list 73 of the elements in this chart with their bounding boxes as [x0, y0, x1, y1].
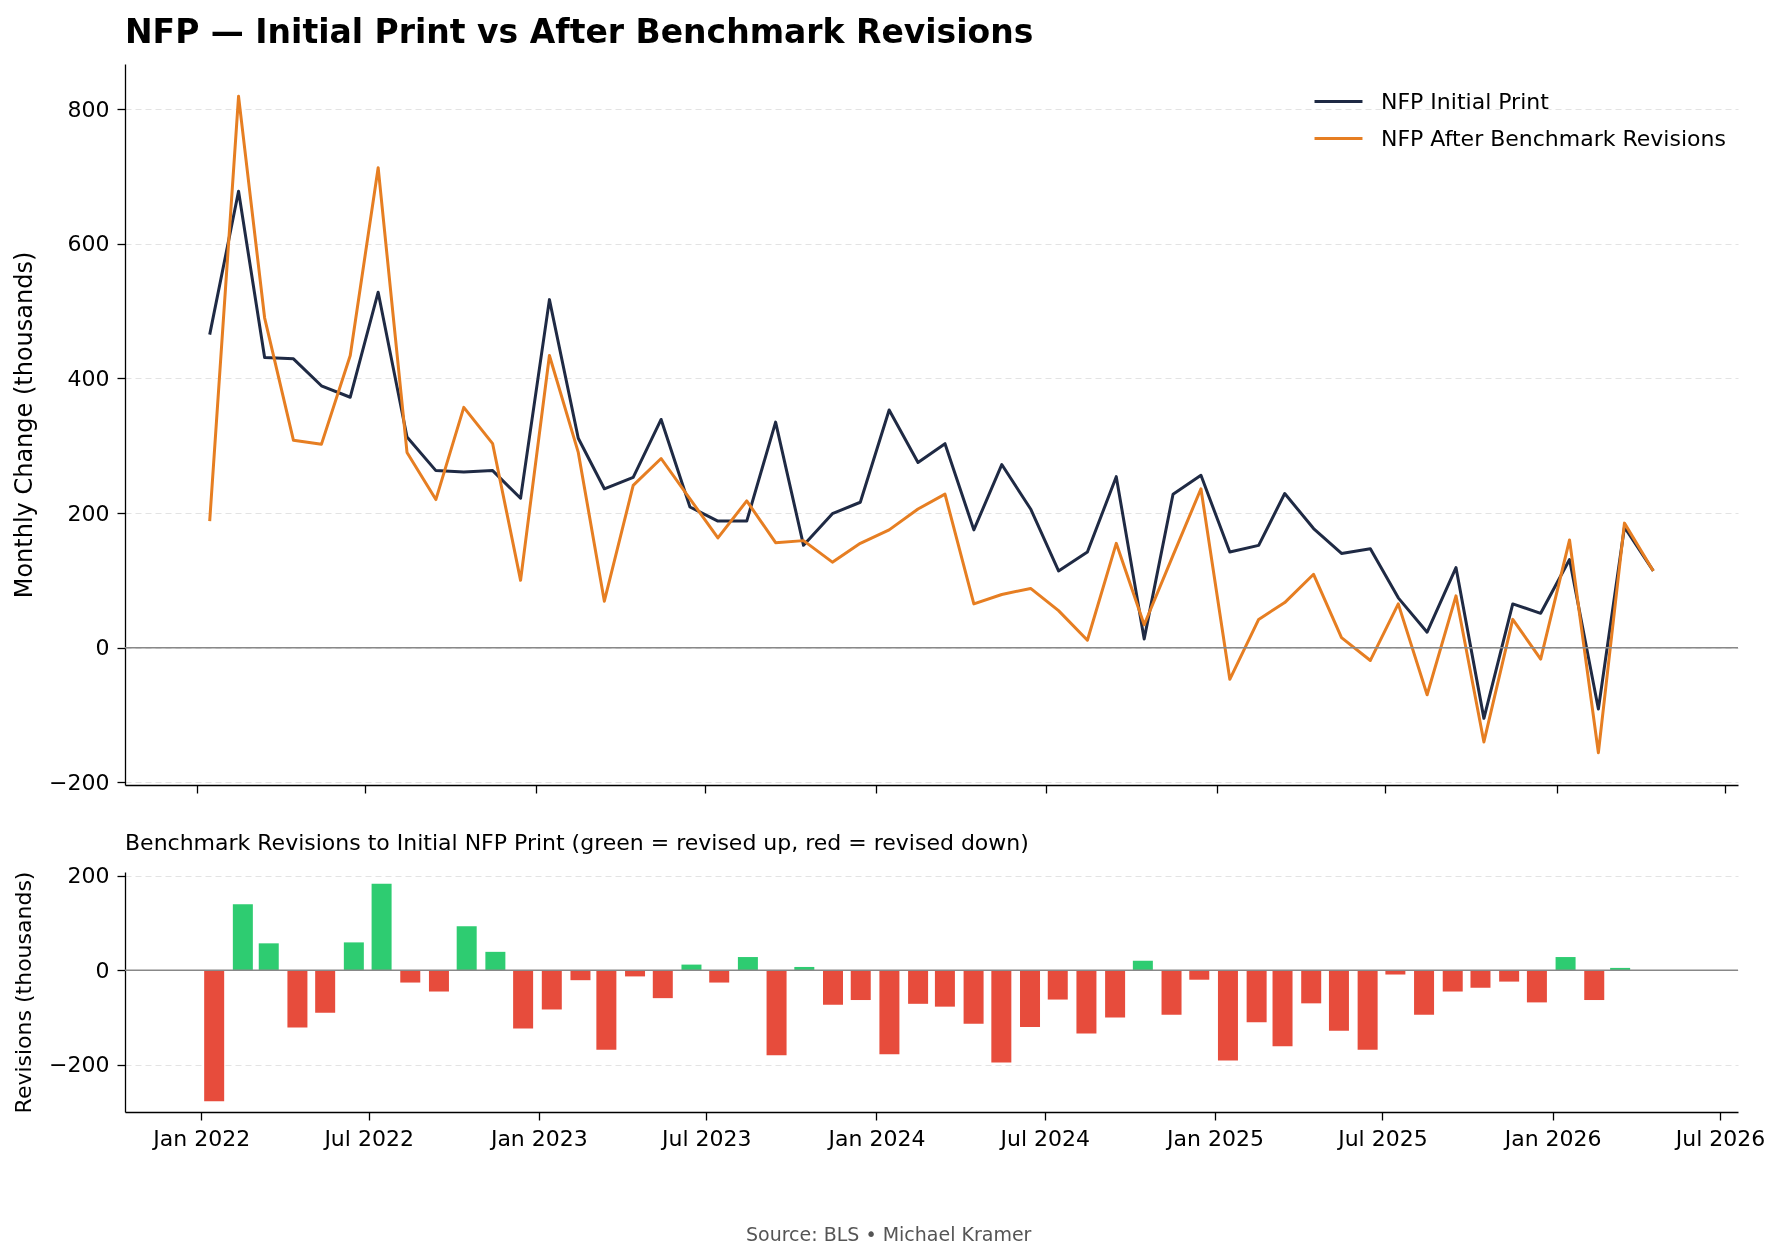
bar: [1470, 970, 1491, 988]
bar: [287, 970, 308, 1028]
y-tick-label: 600: [67, 231, 110, 257]
bar: [1105, 970, 1126, 1018]
bar: [1020, 970, 1041, 1027]
bar: [343, 942, 364, 971]
bar: [737, 957, 758, 971]
bar: [1357, 970, 1378, 1050]
bar: [1414, 970, 1435, 1015]
y-tick-label: 0: [95, 957, 110, 983]
x-tick-label: Jul 2025: [1336, 1125, 1428, 1151]
chart-title: NFP — Initial Print vs After Benchmark Revisions: [125, 12, 1034, 51]
bar: [570, 970, 591, 981]
y-tick-label: 200: [67, 863, 110, 889]
bar: [1555, 957, 1576, 971]
bar: [315, 970, 336, 1013]
bar: [934, 970, 955, 1007]
y-tick-label: −200: [49, 769, 110, 795]
x-tick-label: Jul 2022: [322, 1125, 414, 1151]
legend-label: NFP Initial Print: [1381, 88, 1550, 114]
bar: [1499, 970, 1520, 982]
bar: [1189, 970, 1210, 980]
bar: [456, 926, 477, 971]
y-tick-label: 400: [67, 365, 110, 391]
bar: [371, 883, 392, 971]
x-tick-label: Jul 2023: [660, 1125, 752, 1151]
bar: [1246, 970, 1267, 1023]
bar: [258, 943, 279, 971]
x-tick-label: Jan 2025: [1165, 1125, 1264, 1151]
y-tick-label: 0: [95, 635, 110, 661]
bar: [822, 970, 843, 1005]
bar: [709, 970, 730, 983]
bar: [850, 970, 871, 1001]
legend-label: NFP After Benchmark Revisions: [1381, 125, 1726, 151]
x-tick-label: Jul 2024: [998, 1125, 1091, 1151]
y-tick-label: −200: [49, 1052, 110, 1078]
bar: [1301, 970, 1322, 1004]
bar: [1047, 970, 1068, 1000]
bar: [596, 970, 617, 1050]
bar: [485, 951, 506, 971]
y-tick-label: 200: [67, 500, 110, 526]
bar: [400, 970, 421, 983]
x-tick-label: Jan 2022: [151, 1125, 251, 1151]
bar: [541, 970, 562, 1010]
bar: [1217, 970, 1238, 1061]
bar: [794, 966, 815, 971]
bar: [963, 970, 984, 1024]
bar: [232, 904, 253, 971]
bar: [1076, 970, 1097, 1034]
bar: [879, 970, 900, 1055]
bar: [652, 970, 673, 999]
x-tick-label: Jul 2026: [1673, 1125, 1766, 1151]
chart-title: Benchmark Revisions to Initial NFP Print (green = revised up, red = revised down): [125, 829, 1029, 855]
y-axis-title: Monthly Change (thousands): [10, 251, 39, 599]
bar: [1161, 970, 1182, 1015]
bar: [908, 970, 929, 1004]
bar: [1132, 960, 1153, 971]
bar: [766, 970, 787, 1056]
bar: [428, 970, 449, 992]
bar: [513, 970, 534, 1029]
bar: [204, 970, 225, 1102]
bar: [1442, 970, 1463, 992]
x-tick-label: Jan 2026: [1502, 1125, 1602, 1151]
y-tick-label: 800: [67, 96, 110, 122]
source-note: Source: BLS • Michael Kramer: [745, 1223, 1032, 1245]
bar: [991, 970, 1012, 1063]
x-tick-label: Jan 2024: [826, 1125, 926, 1151]
y-axis-title: Revisions (thousands): [11, 871, 37, 1114]
bar: [1328, 970, 1349, 1031]
x-tick-label: Jan 2023: [488, 1125, 588, 1151]
bar: [1526, 970, 1547, 1003]
bar: [1272, 970, 1293, 1047]
bar: [1584, 970, 1605, 1001]
